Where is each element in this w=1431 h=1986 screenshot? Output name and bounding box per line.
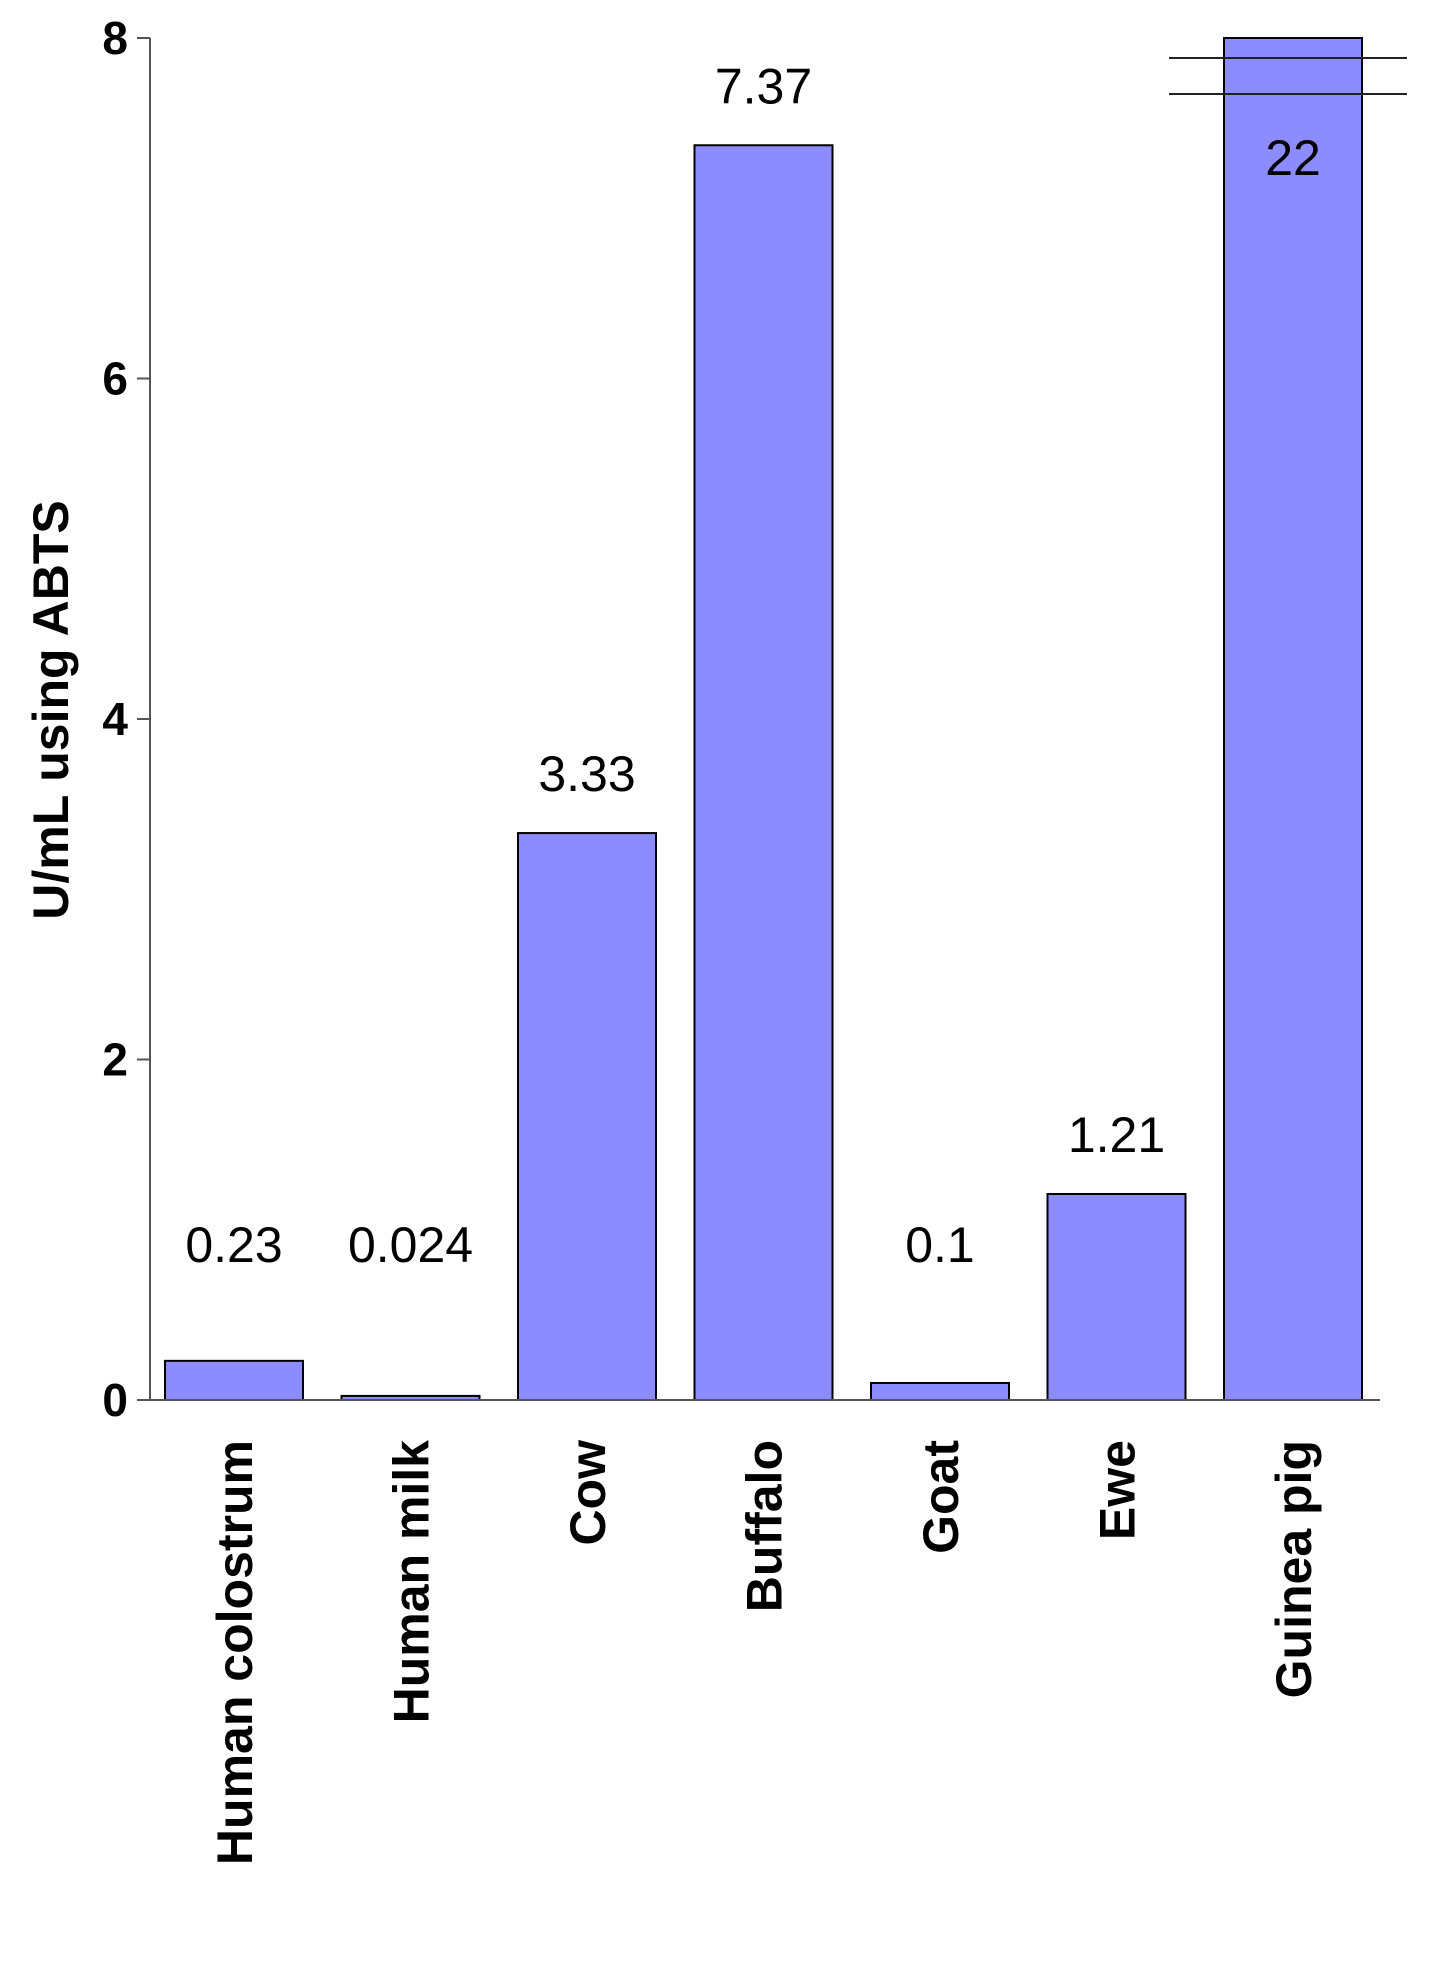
y-tick-label: 4 [102, 693, 128, 745]
y-tick-label: 2 [102, 1034, 128, 1086]
y-tick-label: 0 [102, 1374, 128, 1426]
y-tick-label: 6 [102, 353, 128, 405]
y-tick-label: 8 [102, 12, 128, 64]
data-label: 0.1 [905, 1217, 975, 1273]
bar [870, 1381, 1010, 1401]
axis-break-mark [1169, 57, 1407, 95]
x-tick-label: Guinea pig [1266, 1440, 1322, 1698]
x-tick-label: Human colostrum [207, 1440, 263, 1865]
bar [1223, 37, 1363, 1401]
bars-group [164, 37, 1363, 1402]
bar [164, 1359, 304, 1402]
data-label: 3.33 [538, 746, 635, 802]
bar [517, 832, 657, 1401]
x-tick-label: Ewe [1090, 1440, 1146, 1540]
data-label: 0.23 [185, 1217, 282, 1273]
bar [1046, 1192, 1187, 1402]
y-ticks-group: 0 2 4 6 8 [102, 12, 150, 1426]
data-label: 22 [1265, 130, 1321, 186]
x-tick-label: Human milk [384, 1440, 440, 1724]
labels-group: 0.23 Human colostrum 0.024 Human milk 3.33 Co… [185, 58, 1322, 1865]
data-label: 7.37 [715, 58, 812, 114]
bar [693, 144, 834, 1402]
y-axis-label: U/mL using ABTS [23, 500, 79, 919]
x-tick-label: Cow [560, 1440, 616, 1546]
data-label: 1.21 [1068, 1107, 1165, 1163]
data-label: 0.024 [348, 1217, 473, 1273]
x-tick-label: Buffalo [737, 1440, 793, 1612]
x-tick-label: Goat [913, 1440, 969, 1554]
